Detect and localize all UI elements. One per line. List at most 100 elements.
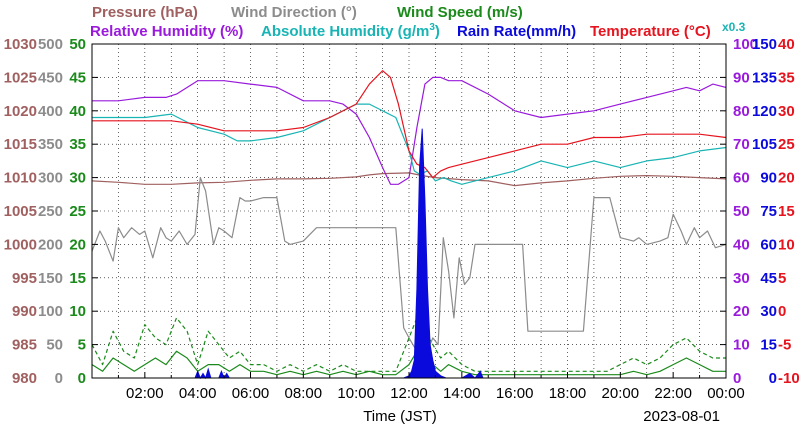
legend-relative-humidity-label: Relative Humidity (%) [90,23,243,40]
y-tick-label-relative-humidity: 60 [733,170,750,187]
y-tick-label-temperature: -10 [778,370,800,387]
y-tick-label-relative-humidity: 10 [733,337,750,354]
y-tick-label-relative-humidity: 50 [733,203,750,220]
legend-wind-direction-label: Wind Direction (°) [231,4,357,21]
y-tick-label-wind-direction: 450 [38,69,63,86]
legend-rain-rate: Rain Rate(mm/h) [457,23,576,40]
legend-wind-speed-label: Wind Speed (m/s) [397,4,523,21]
y-tick-label-temperature: 20 [778,170,795,187]
x-tick-label: 22:00 [654,385,692,402]
x-tick-label: 06:00 [232,385,270,402]
grid [92,44,726,378]
y-tick-label-rain-rate: 120 [752,103,777,120]
y-tick-label-temperature: 0 [778,303,786,320]
y-tick-label-wind-speed: 35 [69,136,86,153]
y-tick-label-pressure: 1005 [4,203,37,220]
y-tick-label-rain-rate: 45 [760,270,777,287]
y-tick-label-rain-rate: 0 [769,370,777,387]
y-tick-label-rain-rate: 135 [752,69,777,86]
y-tick-label-temperature: 10 [778,236,795,253]
series-line-absolute-humidity-g-m3 [92,103,727,185]
y-tick-label-pressure: 1020 [4,103,37,120]
y-tick-label-wind-speed: 25 [69,203,86,220]
legend-absolute-humidity: Absolute Humidity (g/m3) [261,22,440,40]
x-tick-label: 12:00 [390,385,428,402]
y-tick-label-rain-rate: 60 [760,236,777,253]
y-tick-label-wind-direction: 0 [55,370,63,387]
legend-wind-speed: Wind Speed (m/s) [397,4,523,21]
y-tick-label-wind-direction: 100 [38,303,63,320]
legend-pressure-label: Pressure (hPa) [92,4,198,21]
legend-temperature: Temperature (°C) [590,23,711,40]
y-tick-label-wind-speed: 45 [69,69,86,86]
y-tick-label-relative-humidity: 100 [733,36,758,53]
y-tick-label-wind-speed: 15 [69,270,86,287]
y-tick-label-pressure: 1010 [4,170,37,187]
y-tick-label-rain-rate: 105 [752,136,777,153]
y-tick-label-temperature: 40 [778,36,795,53]
y-tick-label-pressure: 995 [12,270,37,287]
legend-absolute-humidity-close: ) [435,23,440,40]
legend-pressure: Pressure (hPa) [92,4,198,21]
x-tick-label: 00:00 [707,385,745,402]
y-tick-label-relative-humidity: 80 [733,103,750,120]
y-tick-label-temperature: 5 [778,270,786,287]
y-tick-label-temperature: -5 [778,337,791,354]
legend-absolute-humidity-label: Absolute Humidity (g/m [261,23,429,40]
y-tick-label-wind-direction: 400 [38,103,63,120]
series-line-relative-humidity [92,76,727,185]
y-tick-label-rain-rate: 90 [760,170,777,187]
legend-wind-direction: Wind Direction (°) [231,4,357,21]
y-tick-label-pressure: 1000 [4,236,37,253]
y-tick-label-wind-direction: 350 [38,136,63,153]
y-tick-label-relative-humidity: 70 [733,136,750,153]
series-line-wind-speed-m-s [91,350,726,376]
legend-absolute-humidity-sup: 3 [429,22,435,33]
legend-rain-rate-label: Rain Rate(mm/h) [457,23,576,40]
legend-scale-note: x0.3 [722,20,746,34]
date-label: 2023-08-01 [643,408,720,425]
y-tick-label-wind-speed: 5 [78,337,86,354]
y-tick-label-relative-humidity: 40 [733,236,750,253]
x-tick-label: 04:00 [179,385,217,402]
legend-temperature-label: Temperature (°C) [590,23,711,40]
y-tick-label-wind-speed: 20 [69,236,86,253]
y-tick-label-wind-direction: 500 [38,36,63,53]
y-tick-label-wind-speed: 40 [69,103,86,120]
y-tick-label-wind-direction: 150 [38,270,63,287]
x-tick-label: 02:00 [126,385,164,402]
series-line-pressure-hpa [91,172,727,187]
y-tick-label-wind-direction: 250 [38,203,63,220]
y-tick-label-wind-speed: 30 [69,170,86,187]
x-tick-label: 20:00 [602,385,640,402]
x-tick-label: 08:00 [285,385,323,402]
axes: 02:00 04:00 06:00 08:00 10:00 12:00 14:00 16:00… [4,36,800,402]
y-tick-label-rain-rate: 75 [760,203,777,220]
y-tick-label-wind-speed: 50 [69,36,86,53]
y-tick-label-pressure: 980 [12,370,37,387]
x-tick-label: 16:00 [496,385,534,402]
y-tick-label-pressure: 990 [12,303,37,320]
y-tick-label-pressure: 1025 [4,69,37,86]
y-tick-label-relative-humidity: 90 [733,69,750,86]
y-tick-label-temperature: 25 [778,136,795,153]
legend-scale-note-label: x0.3 [722,20,746,34]
x-tick-label: 18:00 [549,385,587,402]
y-tick-label-pressure: 985 [12,337,37,354]
y-tick-label-rain-rate: 150 [752,36,777,53]
series-area-rain-rate-mm-h [92,128,726,380]
y-tick-label-wind-speed: 10 [69,303,86,320]
plot-area [91,70,727,380]
y-tick-label-pressure: 1015 [4,136,37,153]
series-line-wind-speed-gust-m-s [91,317,726,372]
y-tick-label-rain-rate: 15 [760,337,777,354]
y-tick-label-wind-direction: 300 [38,170,63,187]
y-tick-label-rain-rate: 30 [760,303,777,320]
y-tick-label-relative-humidity: 0 [733,370,741,387]
y-tick-label-wind-speed: 0 [78,370,86,387]
y-tick-label-pressure: 1030 [4,36,37,53]
y-tick-label-temperature: 35 [778,69,795,86]
y-tick-label-temperature: 30 [778,103,795,120]
y-tick-label-relative-humidity: 30 [733,270,750,287]
